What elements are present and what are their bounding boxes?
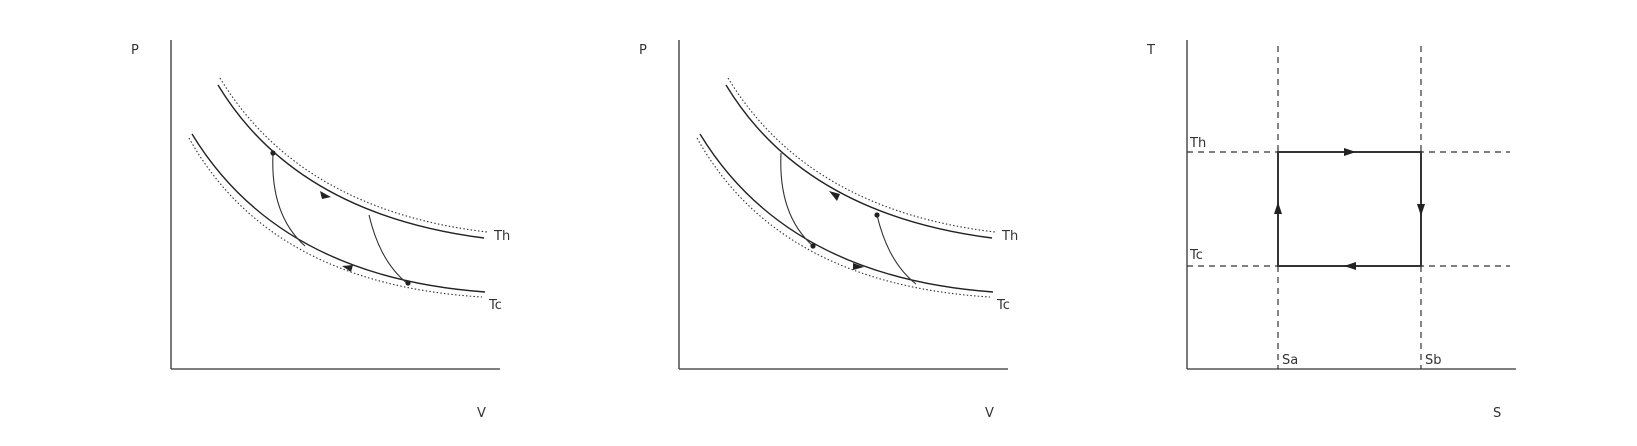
cold-isotherm-dotted	[696, 137, 991, 298]
arrow-left-icon	[1344, 262, 1356, 270]
arrow-up-icon	[1274, 202, 1282, 214]
hot-isotherm-dotted	[727, 77, 996, 233]
x-axis-label: V	[477, 406, 486, 421]
entropy-b-label: Sb	[1425, 353, 1442, 368]
x-axis-label: S	[1493, 406, 1501, 421]
state-point	[405, 280, 411, 286]
cold-curve-label: Tc	[996, 298, 1010, 313]
state-point	[270, 150, 276, 156]
y-axis-label: P	[131, 43, 139, 58]
hot-curve-label: Th	[1001, 229, 1018, 244]
hot-isotherm	[725, 84, 993, 239]
cold-isotherm-dotted	[188, 137, 483, 298]
adiabat-left	[780, 152, 814, 247]
adiabat-right	[368, 214, 409, 285]
cold-curve-label: Tc	[488, 298, 502, 313]
hot-temperature-label: Th	[1189, 136, 1206, 151]
ts-diagram: T S Th Tc Sa Sb	[1146, 40, 1516, 421]
arrow-left-icon	[829, 191, 840, 201]
hot-curve-label: Th	[493, 229, 510, 244]
adiabat-left	[272, 152, 306, 247]
hot-isotherm	[217, 84, 485, 239]
entropy-a-label: Sa	[1282, 353, 1298, 368]
state-point	[874, 212, 880, 218]
arrow-right-icon	[853, 263, 864, 270]
arrow-right-icon	[1344, 148, 1356, 156]
cycle-rectangle	[1277, 151, 1422, 267]
arrow-down-icon	[1417, 204, 1425, 216]
state-point	[810, 243, 816, 249]
cold-isotherm	[191, 133, 486, 293]
arrow-right-icon	[320, 191, 331, 199]
pv-diagram-2: P V Th Tc	[639, 40, 1018, 421]
adiabat-right	[876, 214, 917, 285]
cold-isotherm	[699, 133, 994, 293]
arrow-left-icon	[342, 265, 353, 272]
y-axis-label: T	[1146, 43, 1155, 58]
x-axis-label: V	[985, 406, 994, 421]
hot-isotherm-dotted	[219, 77, 488, 233]
cold-temperature-label: Tc	[1189, 248, 1203, 263]
y-axis-label: P	[639, 43, 647, 58]
pv-diagram-1: P V Th Tc	[131, 40, 510, 421]
